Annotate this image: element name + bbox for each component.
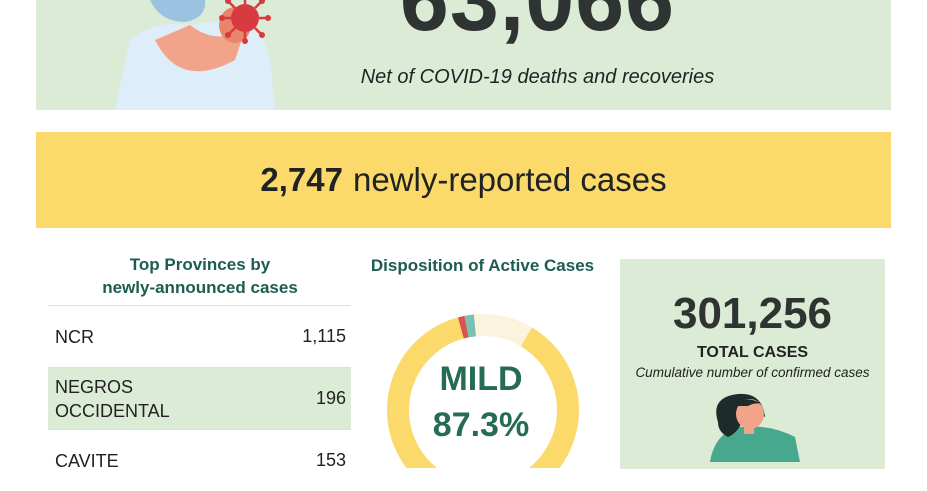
- total-cases-caption: Cumulative number of confirmed cases: [635, 365, 870, 380]
- disposition-donut-chart: [387, 314, 579, 468]
- new-cases-text: newly-reported cases: [352, 161, 667, 198]
- table-row: NEGROS OCCIDENTAL 196: [48, 367, 351, 429]
- province-value: 153: [315, 450, 346, 470]
- top-provinces-title-line2: newly-announced cases: [102, 278, 298, 297]
- virus-icon: [219, 0, 271, 44]
- donut-slice-asymptomatic: [473, 314, 532, 347]
- top-provinces-title-line1: Top Provinces by: [129, 255, 271, 274]
- table-row: NCR 1,115: [48, 305, 351, 367]
- table-row: CAVITE 153: [48, 429, 351, 491]
- new-cases-number: 2,747: [260, 161, 343, 198]
- total-cases-number: 301,256: [672, 289, 833, 338]
- total-cases-label: TOTAL CASES: [696, 344, 809, 361]
- new-cases-banner: 2,747 newly-reported cases: [36, 132, 891, 228]
- active-cases-number: 63,066: [310, 0, 765, 44]
- coughing-person-illustration: [115, 0, 275, 110]
- province-name: NCR: [55, 326, 94, 347]
- donut-slice-severe: [457, 315, 469, 339]
- active-cases-caption: Net of COVID-19 deaths and recoveries: [360, 66, 715, 88]
- mild-label: MILD: [439, 360, 523, 398]
- province-value: 1,115: [302, 326, 346, 346]
- woman-illustration: [710, 393, 800, 462]
- top-provinces-title: Top Provinces by newly-announced cases: [50, 253, 350, 299]
- mild-percentage: 87.3%: [432, 406, 530, 444]
- province-value: 196: [315, 388, 346, 408]
- provinces-table: NCR 1,115 NEGROS OCCIDENTAL 196 CAVITE 1…: [48, 305, 351, 491]
- province-name: NEGROS OCCIDENTAL: [55, 376, 170, 421]
- disposition-title: Disposition of Active Cases: [370, 256, 595, 275]
- province-name: CAVITE: [55, 450, 119, 471]
- donut-slice-mild: [387, 317, 579, 468]
- donut-slice-critical: [464, 314, 477, 338]
